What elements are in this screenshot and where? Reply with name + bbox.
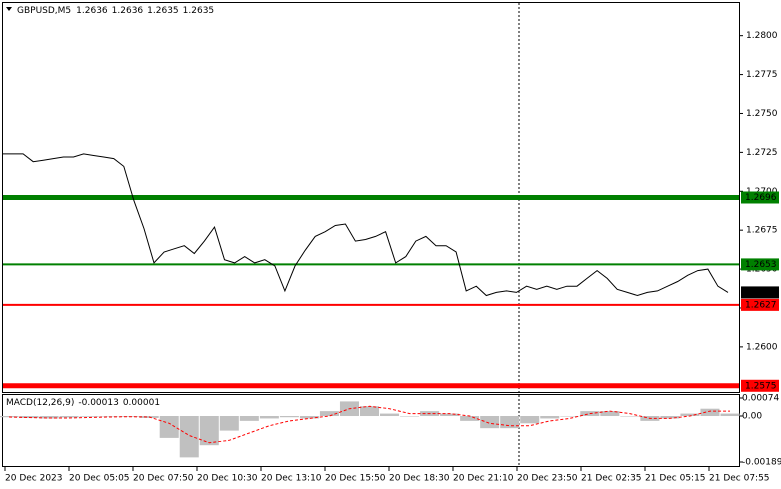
histogram-bar — [380, 413, 400, 417]
x-tick-label: 20 Dec 05:05 — [69, 474, 130, 484]
histogram-bar — [500, 416, 520, 429]
x-tick-label: 21 Dec 02:35 — [581, 474, 642, 484]
histogram-bar — [319, 411, 339, 417]
x-tick-label: 20 Dec 15:50 — [325, 474, 386, 484]
level-label: 1.2575 — [745, 381, 777, 391]
histogram-bar — [59, 416, 79, 418]
level-label: 1.2627 — [745, 300, 777, 310]
x-tick-label: 20 Dec 18:30 — [389, 474, 450, 484]
x-tick-label: 21 Dec 07:55 — [709, 474, 770, 484]
macd-header: MACD(12,26,9) -0.00013 0.00001 — [6, 398, 160, 408]
main-frame — [2, 2, 740, 393]
macd-frame — [2, 394, 740, 467]
y-tick-label: 1.2675 — [746, 226, 778, 236]
histogram-bar — [179, 416, 199, 458]
histogram-bar — [520, 416, 540, 424]
histogram-bar — [560, 416, 580, 417]
histogram-bar — [660, 416, 680, 419]
ohlc: 1.2635 — [183, 6, 215, 16]
y-tick-label: 1.2600 — [746, 342, 778, 352]
macd-readout: -0.00013 — [78, 398, 118, 408]
y-tick-label: 1.2725 — [746, 148, 778, 158]
current-price-bg — [741, 286, 779, 299]
x-tick-label: 20 Dec 07:50 — [133, 474, 194, 484]
histogram-bar — [540, 416, 560, 419]
x-tick-label: 20 Dec 21:10 — [453, 474, 514, 484]
macd-title: MACD(12,26,9) — [6, 398, 74, 408]
histogram-bar — [199, 416, 219, 446]
header: GBPUSD,M5 1.2636 1.2636 1.2635 1.2635 — [17, 6, 214, 16]
level-label-bg — [741, 379, 779, 392]
level-label-bg — [741, 258, 779, 271]
histogram-bar — [620, 416, 640, 417]
histogram-bar — [400, 416, 420, 417]
histogram-bar — [359, 406, 380, 417]
histogram-bar — [279, 416, 299, 418]
histogram-bar — [480, 416, 500, 429]
histogram-bar — [39, 416, 59, 419]
price-line — [3, 153, 729, 297]
histogram-bar — [99, 416, 119, 417]
x-tick-label: 21 Dec 05:15 — [645, 474, 706, 484]
histogram-bar — [700, 408, 720, 417]
histogram-bar — [219, 416, 239, 431]
y-tick-label: 1.2775 — [746, 70, 778, 80]
y-tick-label: -0.00189 — [742, 458, 781, 468]
x-tick-label: 20 Dec 10:30 — [197, 474, 258, 484]
level-label-bg — [741, 298, 779, 311]
y-tick-label: 0.00074 — [742, 394, 779, 404]
histogram-bar — [720, 413, 740, 417]
menu-arrow — [6, 7, 12, 11]
x-tick-label: 20 Dec 13:10 — [261, 474, 322, 484]
histogram-bar — [680, 413, 700, 417]
symbol: GBPUSD,M5 — [17, 6, 71, 16]
histogram-bar — [79, 416, 99, 417]
histogram-bar — [259, 416, 279, 419]
ohlc: 1.2636 — [76, 6, 108, 16]
current-price-label: 1.2635 — [745, 288, 777, 298]
histogram-bar — [19, 416, 39, 418]
signal-line — [8, 405, 730, 444]
x-tick-label: 20 Dec 2023 — [5, 474, 63, 484]
level-label: 1.2696 — [745, 193, 777, 203]
macd-readout: 0.00001 — [123, 398, 160, 408]
histogram-bar — [460, 416, 480, 421]
histogram-bar — [600, 411, 620, 417]
histogram-bar — [159, 416, 179, 438]
ohlc: 1.2635 — [147, 6, 179, 16]
histogram-bar — [440, 413, 460, 417]
x-tick-label: 20 Dec 23:50 — [517, 474, 578, 484]
y-tick-label: 1.2800 — [746, 31, 778, 41]
level-label: 1.2653 — [745, 260, 777, 270]
y-tick-label: 1.2750 — [746, 109, 778, 119]
ohlc: 1.2636 — [112, 6, 144, 16]
y-tick-label: 0.00 — [742, 412, 762, 422]
histogram-bar — [239, 416, 259, 421]
level-label-bg — [741, 191, 779, 204]
histogram-bar — [299, 416, 319, 419]
